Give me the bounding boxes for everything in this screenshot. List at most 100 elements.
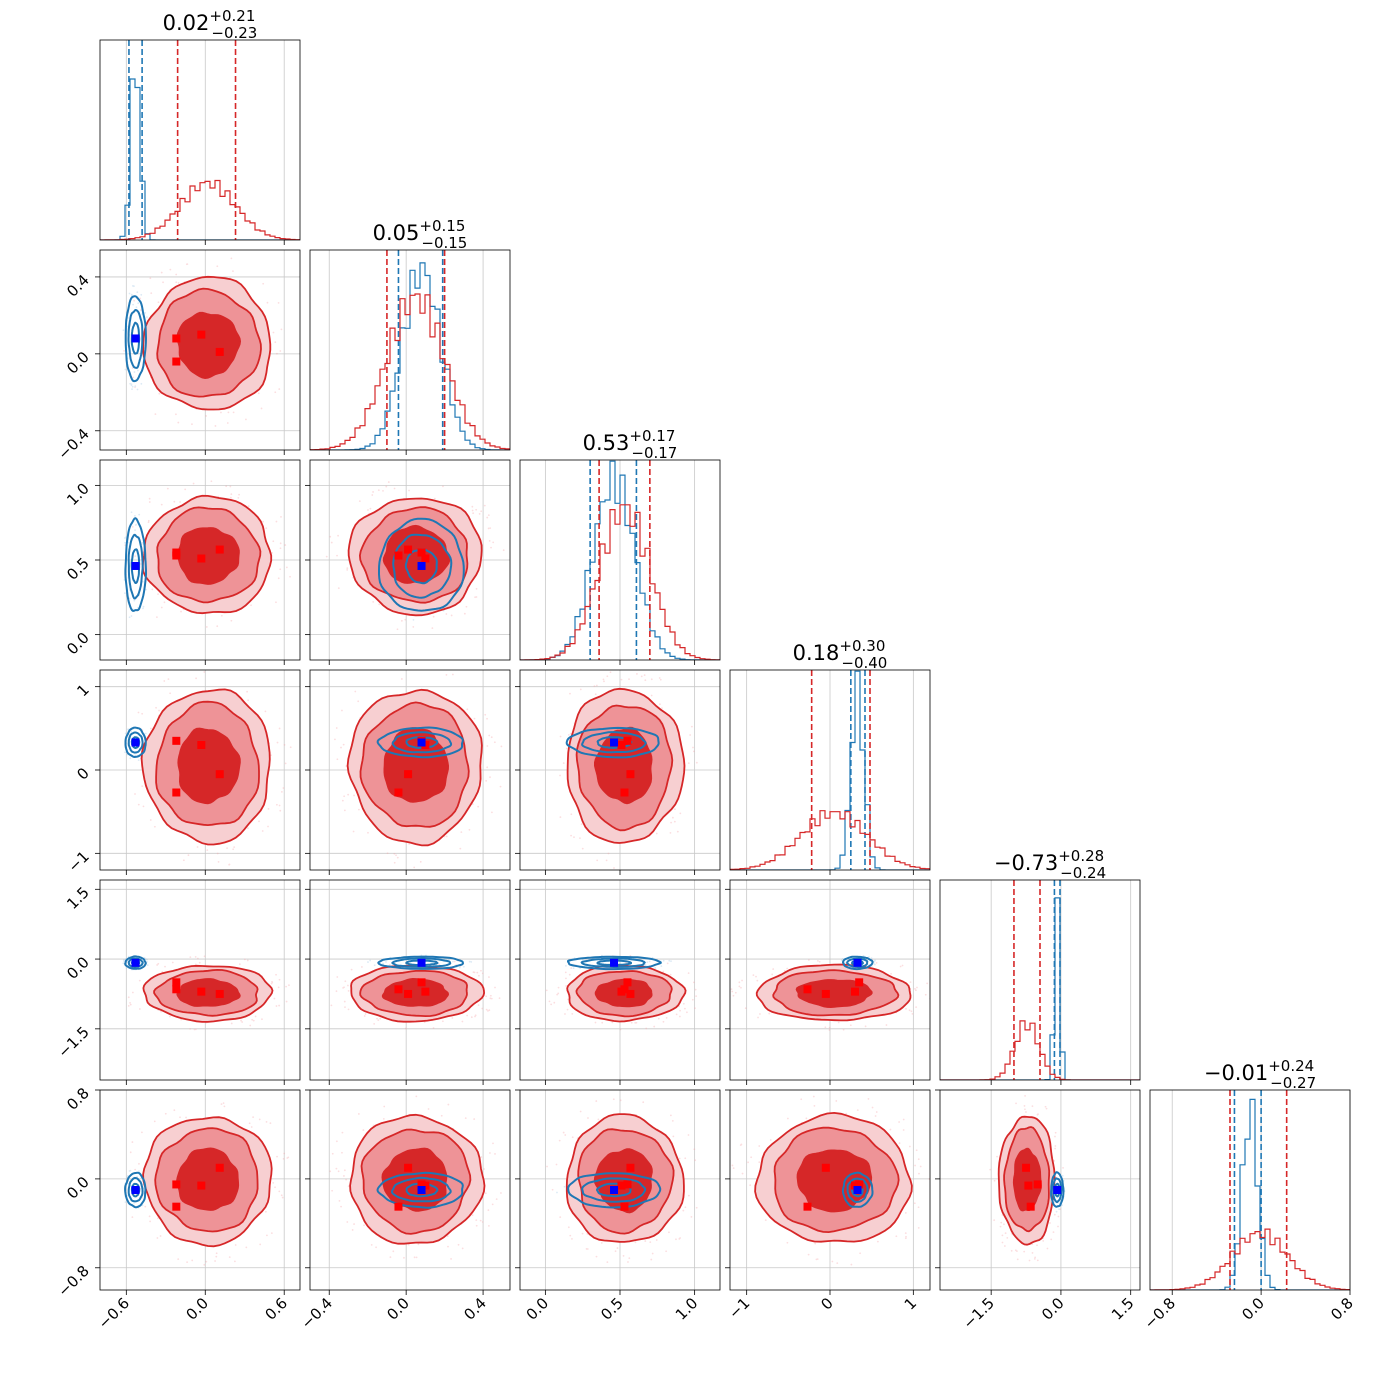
scatter-point-red	[489, 776, 491, 779]
scatter-point-red	[376, 1017, 378, 1020]
scatter-point-red	[155, 706, 157, 709]
scatter-point-red	[580, 823, 583, 826]
scatter-point-blue	[145, 588, 147, 591]
scatter-point-red	[407, 1243, 410, 1246]
scatter-point-red	[1024, 1108, 1026, 1111]
x-tick-label-1: 0.0	[1038, 1294, 1068, 1324]
truth-marker-red-0	[855, 978, 864, 987]
histogram-blue-4	[940, 897, 1140, 1080]
scatter-point-red	[133, 299, 136, 302]
scatter-point-red	[666, 962, 669, 965]
axes-frame	[309, 879, 511, 1081]
contour-red-level-3	[142, 275, 272, 411]
scatter-point-red	[228, 863, 231, 866]
scatter-point-red	[874, 1115, 877, 1117]
scatter-point-red	[203, 671, 206, 673]
scatter-point-red	[642, 1101, 645, 1104]
scatter-point-blue	[840, 959, 843, 962]
scatter-point-red	[461, 1020, 464, 1023]
scatter-point-red	[283, 743, 286, 746]
scatter-point-red	[177, 282, 180, 284]
scatter-point-red	[262, 282, 265, 285]
truth-marker-red-2	[215, 1163, 224, 1172]
truth-marker-red-0	[623, 736, 632, 745]
scatter-point-red	[914, 989, 917, 992]
scatter-point-red	[179, 1116, 181, 1119]
scatter-point-red	[196, 846, 199, 848]
scatter-point-red	[628, 1257, 631, 1260]
scatter-point-red	[807, 1253, 810, 1256]
scatter-point-red	[585, 1248, 588, 1250]
y-tick-label-0: −1	[64, 847, 92, 875]
scatter-point-red	[562, 762, 565, 765]
scatter-point-blue	[135, 306, 138, 309]
scatter-point-red	[347, 793, 350, 796]
scatter-point-red	[250, 1126, 253, 1128]
scatter-point-red	[147, 521, 150, 524]
contour-blue-outer	[378, 517, 465, 612]
scatter-point-blue	[136, 388, 139, 391]
scatter-point-red	[864, 1025, 867, 1028]
scatter-point-blue	[137, 759, 140, 762]
scatter-point-red	[335, 1167, 338, 1170]
panel-3-0: −1 0 1	[64, 669, 301, 876]
scatter-point-red	[415, 1256, 418, 1259]
scatter-point-red	[267, 807, 270, 810]
scatter-point-blue	[412, 618, 415, 621]
scatter-point-red	[678, 1237, 681, 1240]
contour-blue-outer	[841, 955, 874, 971]
scatter-point-red	[476, 971, 479, 974]
scatter-point-red	[230, 257, 233, 260]
contour-blue-outer	[841, 1171, 874, 1208]
scatter-point-red	[191, 423, 193, 426]
scatter-point-red	[915, 1149, 918, 1152]
y-tick-label-1: 0.0	[63, 953, 93, 983]
scatter-point-red	[636, 673, 638, 675]
x-tick-label-0: 0.0	[523, 1294, 553, 1324]
scatter-point-red	[206, 849, 209, 852]
scatter-point-red	[786, 967, 789, 970]
truth-marker-red-2	[404, 770, 413, 779]
scatter-point-red	[609, 671, 612, 674]
panel-content	[122, 955, 290, 1031]
scatter-point-red	[732, 1167, 735, 1170]
scatter-point-red	[758, 1145, 761, 1147]
scatter-point-red	[1001, 1241, 1004, 1244]
scatter-point-red	[392, 1250, 395, 1253]
scatter-point-red	[593, 685, 596, 688]
scatter-point-red	[741, 1172, 744, 1175]
contour-red-level-3	[565, 1113, 685, 1243]
scatter-point-red	[230, 1022, 233, 1025]
scatter-point-red	[859, 1252, 862, 1255]
x-tick-label-2: 1.5	[1108, 1294, 1138, 1324]
panel-2-2: 0.53+0.17 −0.17	[519, 427, 721, 665]
scatter-point-blue	[1055, 1210, 1058, 1213]
panel-content	[329, 1095, 502, 1260]
truth-marker-red-3	[172, 985, 181, 994]
scatter-point-red	[474, 1015, 476, 1018]
scatter-point-blue	[572, 967, 575, 970]
scatter-point-red	[216, 265, 219, 268]
scatter-point-red	[227, 411, 230, 414]
scatter-point-blue	[468, 960, 471, 963]
scatter-point-red	[634, 1021, 637, 1024]
scatter-point-red	[1057, 1225, 1059, 1228]
scatter-point-red	[234, 1244, 237, 1246]
contour-blue-outer	[376, 1171, 464, 1209]
scatter-point-red	[379, 1017, 382, 1020]
scatter-point-red	[283, 1152, 286, 1155]
scatter-point-red	[475, 508, 478, 511]
panel-4-4: −0.73+0.28 −0.24	[939, 847, 1141, 1085]
scatter-point-red	[691, 998, 694, 1001]
contour-blue-middle	[581, 1177, 647, 1203]
scatter-point-red	[675, 1238, 677, 1241]
scatter-point-red	[477, 1004, 480, 1007]
axes-frame	[309, 249, 511, 451]
scatter-point-red	[148, 497, 151, 500]
scatter-point-red	[131, 526, 134, 528]
scatter-point-red	[684, 1007, 686, 1010]
scatter-point-red	[185, 263, 188, 266]
axes-frame	[1149, 1089, 1351, 1291]
scatter-point-red	[282, 787, 285, 789]
panel-3-1	[305, 669, 511, 875]
